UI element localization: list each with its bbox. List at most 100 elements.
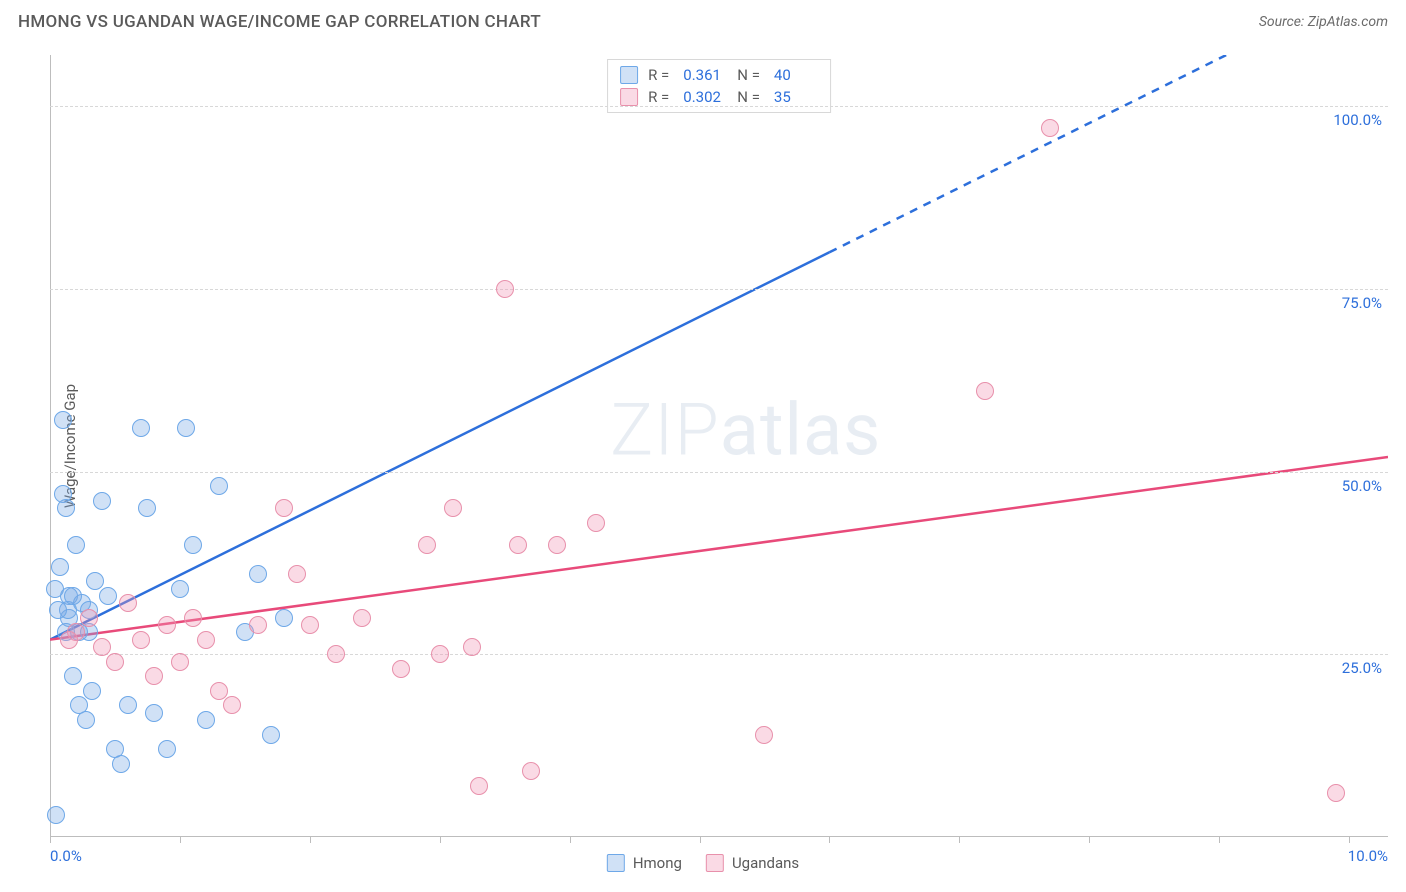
scatter-point [249,616,267,634]
x-tick [1219,837,1220,843]
scatter-point [976,382,994,400]
scatter-point [138,499,156,517]
n-label: N = [737,66,760,84]
scatter-point [210,477,228,495]
legend-label: Ugandans [732,854,799,872]
scatter-point [64,587,82,605]
r-value: 0.361 [683,66,727,84]
scatter-point [223,696,241,714]
scatter-point [60,631,78,649]
legend-stat-row: R = 0.302 N = 35 [620,88,818,106]
trend-lines [50,55,1388,837]
scatter-point [755,726,773,744]
scatter-point [49,601,67,619]
legend-swatch [620,88,638,106]
scatter-point [353,609,371,627]
scatter-point [177,419,195,437]
scatter-point [301,616,319,634]
y-tick-label: 100.0% [1333,111,1382,129]
n-value: 35 [774,88,818,106]
scatter-point [57,499,75,517]
x-tick [180,837,181,843]
scatter-point [249,565,267,583]
scatter-point [197,711,215,729]
scatter-point [275,499,293,517]
scatter-point [158,616,176,634]
scatter-point [463,638,481,656]
scatter-point [522,762,540,780]
gridline [50,472,1388,473]
legend-item: Ugandans [706,854,799,872]
scatter-point [184,536,202,554]
scatter-point [470,777,488,795]
scatter-point [158,740,176,758]
r-value: 0.302 [683,88,727,106]
scatter-point [392,660,410,678]
legend-swatch [620,66,638,84]
r-label: R = [648,88,669,106]
header: HMONG VS UGANDAN WAGE/INCOME GAP CORRELA… [0,0,1406,40]
scatter-point [444,499,462,517]
scatter-point [46,580,64,598]
gridline [50,289,1388,290]
scatter-point [119,696,137,714]
legend-swatch [706,854,724,872]
y-tick-label: 50.0% [1342,477,1382,495]
n-label: N = [737,88,760,106]
scatter-point [548,536,566,554]
scatter-point [99,587,117,605]
scatter-point [64,667,82,685]
x-tick-label-max: 10.0% [1348,847,1388,865]
scatter-point [262,726,280,744]
scatter-point [83,682,101,700]
x-tick [829,837,830,843]
n-value: 40 [774,66,818,84]
x-tick [440,837,441,843]
watermark-atlas: atlas [720,388,882,473]
legend-swatch [607,854,625,872]
scatter-point [197,631,215,649]
scatter-point [418,536,436,554]
scatter-point [51,558,69,576]
chart-title: HMONG VS UGANDAN WAGE/INCOME GAP CORRELA… [18,12,541,32]
legend-item: Hmong [607,854,682,872]
y-axis-line [50,55,51,837]
chart-area: R =0.361N =40R =0.302N =35 ZIPatlas 0.0%… [50,55,1388,837]
scatter-point [93,638,111,656]
legend-series: Hmong Ugandans [607,854,799,872]
gridline [50,654,1388,655]
scatter-point [1041,119,1059,137]
x-tick [700,837,701,843]
scatter-point [47,806,65,824]
scatter-point [86,572,104,590]
scatter-point [496,280,514,298]
x-tick-label-min: 0.0% [50,847,82,865]
scatter-point [132,631,150,649]
plot-area: R =0.361N =40R =0.302N =35 ZIPatlas 0.0%… [50,55,1388,837]
scatter-point [145,667,163,685]
x-tick [50,837,51,843]
scatter-point [288,565,306,583]
legend-stats: R = 0.361 N = 40 R = 0.302 N = 35 [607,59,831,113]
r-label: R = [648,66,669,84]
scatter-point [1327,784,1345,802]
scatter-point [80,609,98,627]
y-tick-label: 75.0% [1342,294,1382,312]
legend-label: Hmong [633,854,682,872]
scatter-point [171,653,189,671]
scatter-point [431,645,449,663]
scatter-point [106,653,124,671]
scatter-point [93,492,111,510]
source-label: Source: ZipAtlas.com [1259,14,1388,30]
scatter-point [119,594,137,612]
scatter-point [77,711,95,729]
x-axis-line [50,836,1388,837]
scatter-point [327,645,345,663]
x-tick [570,837,571,843]
scatter-point [210,682,228,700]
scatter-point [171,580,189,598]
scatter-point [184,609,202,627]
scatter-point [132,419,150,437]
legend-stat-row: R = 0.361 N = 40 [620,66,818,84]
scatter-point [112,755,130,773]
